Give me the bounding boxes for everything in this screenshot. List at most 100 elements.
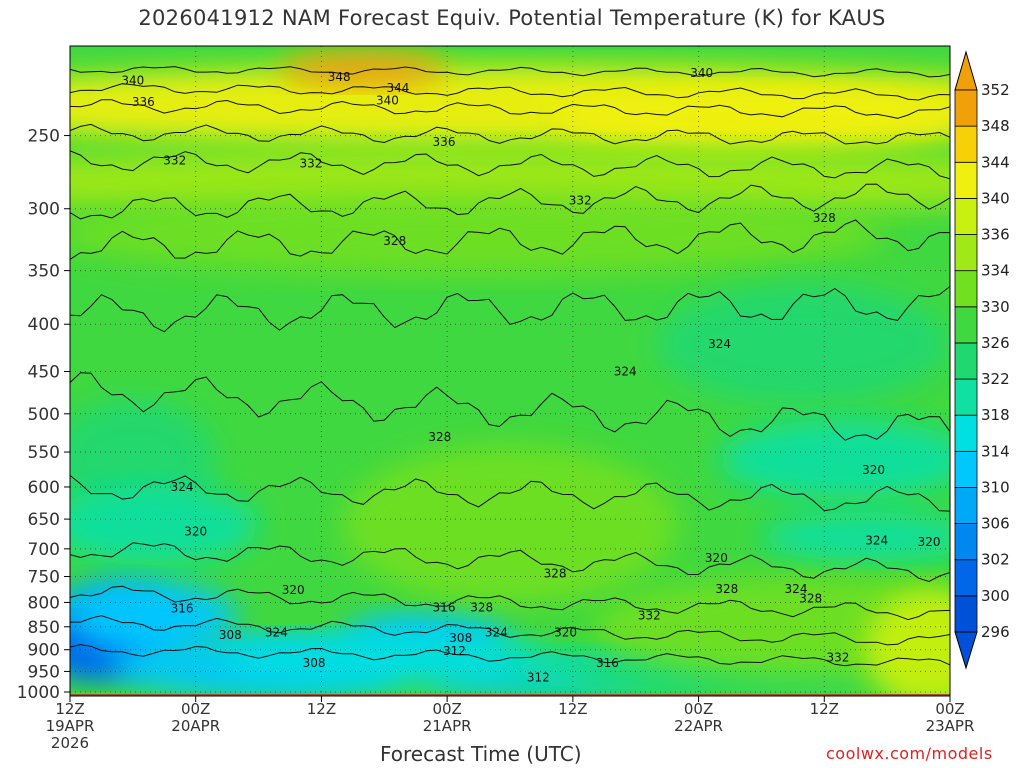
colorbar-segment: [954, 523, 978, 561]
colorbar-segment: [954, 487, 978, 525]
colorbar-label: 300: [981, 587, 1010, 605]
contour-label: 320: [705, 551, 728, 565]
ground-surface: [70, 694, 950, 696]
y-tick-label: 550: [28, 443, 60, 463]
contour-label: 328: [428, 430, 451, 444]
field-region: [70, 485, 259, 566]
y-tick-label: 650: [28, 510, 60, 530]
colorbar-segment: [954, 125, 978, 163]
y-tick-label: 1000: [17, 683, 60, 703]
colorbar-label: 340: [981, 189, 1010, 207]
colorbar-label: 310: [981, 478, 1010, 496]
contour-label: 332: [638, 608, 661, 622]
contour-label: 328: [715, 582, 738, 596]
contour-lines: [70, 66, 950, 667]
colorbar-label: 306: [981, 515, 1010, 533]
contour-line: [70, 615, 950, 646]
chart-title: 2026041912 NAM Forecast Equiv. Potential…: [138, 6, 886, 30]
x-tick-label: 00Z: [935, 700, 964, 718]
contour-label: 316: [596, 656, 619, 670]
colorbar-bottom-arrow: [954, 631, 978, 670]
contour-label: 340: [690, 66, 713, 80]
contour-label: 308: [219, 628, 242, 642]
contour-label: 328: [383, 234, 406, 248]
colorbar-label: 348: [981, 117, 1010, 135]
contour-label: 332: [299, 156, 322, 170]
y-tick-label: 500: [28, 405, 60, 425]
contour-label: 320: [282, 583, 305, 597]
x-tick-label: 19APR: [46, 717, 95, 735]
x-tick-label: 00Z: [684, 700, 713, 718]
field-region: [279, 51, 448, 88]
contour-label: 320: [862, 463, 885, 477]
theta-e-field: [70, 46, 950, 696]
contour-label: 308: [449, 631, 472, 645]
contour-line: [70, 644, 950, 667]
contour-label: 316: [171, 601, 194, 615]
colorbar-segment: [954, 414, 978, 452]
colorbar-label: 330: [981, 298, 1010, 316]
colorbar-segment: [954, 559, 978, 597]
contour-label: 344: [386, 81, 409, 95]
y-tick-label: 800: [28, 593, 60, 613]
y-tick-label: 350: [28, 262, 60, 282]
y-axis: 250 300 350 400 450 500 550 600 650 700 750 800 850 9…: [17, 127, 70, 703]
x-tick-label: 00Z: [432, 700, 461, 718]
colorbar-label: 336: [981, 226, 1010, 244]
contour-label: 324: [785, 582, 808, 596]
contour-line: [70, 183, 950, 220]
contour-label: 320: [554, 625, 577, 639]
field-region: [70, 582, 238, 653]
colorbar-segment: [954, 89, 978, 127]
colorbar-segment: [954, 197, 978, 235]
contour-label: 312: [443, 644, 466, 658]
y-tick-label: 700: [28, 540, 60, 560]
colorbar-segment: [954, 306, 978, 344]
field-region: [656, 283, 950, 404]
colorbar-label: 326: [981, 334, 1010, 352]
contour-label: 324: [265, 625, 288, 639]
contour-label: 332: [826, 651, 849, 665]
field-region: [761, 512, 950, 563]
y-tick-label: 300: [28, 200, 60, 220]
contour-label: 308: [303, 656, 326, 670]
contour-label: 320: [184, 524, 207, 538]
contour-label: 336: [433, 135, 456, 149]
contour-line: [70, 99, 950, 119]
contour-line: [70, 475, 950, 512]
colorbar-label: 296: [981, 623, 1010, 641]
contour-label: 320: [918, 535, 941, 549]
field-region: [342, 445, 678, 606]
colorbar-segment: [954, 342, 978, 380]
colorbar: 296 300 302 306 310 314 318 322 326 330 334 336 340 3…: [954, 50, 1010, 670]
x-tick-label: 12Z: [558, 700, 587, 718]
colorbar-label: 302: [981, 551, 1010, 569]
contour-line: [70, 83, 950, 101]
y-tick-label: 900: [28, 641, 60, 661]
y-tick-label: 600: [28, 478, 60, 498]
colorbar-label: 352: [981, 81, 1010, 99]
colorbar-segment: [954, 161, 978, 199]
contour-line: [70, 372, 950, 441]
field-region: [551, 89, 950, 150]
contour-label: 348: [328, 70, 351, 84]
contour-label: 324: [708, 337, 731, 351]
y-tick-label: 450: [28, 362, 60, 382]
credit-link[interactable]: coolwx.com/models: [826, 744, 993, 763]
colorbar-label: 334: [981, 262, 1010, 280]
contour-label: 328: [544, 566, 567, 580]
field-region: [719, 419, 950, 500]
contour-label: 328: [813, 211, 836, 225]
contour-line: [70, 585, 950, 621]
contour-label: 324: [865, 534, 888, 548]
contour-label: 332: [569, 194, 592, 208]
contour-line: [70, 219, 950, 260]
contour-label: 340: [121, 74, 144, 88]
x-tick-label: 21APR: [423, 717, 472, 735]
contour-label: 324: [614, 364, 637, 378]
field-region: [866, 589, 950, 696]
x-tick-label: 00Z: [181, 700, 210, 718]
y-tick-label: 750: [28, 568, 60, 588]
